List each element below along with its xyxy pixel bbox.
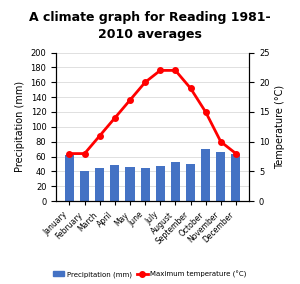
Bar [231, 154, 240, 201]
Text: A climate graph for Reading 1981-
2010 averages: A climate graph for Reading 1981- 2010 a… [29, 11, 271, 41]
Bar [141, 168, 150, 201]
Bar [65, 155, 74, 201]
Bar [201, 149, 210, 201]
Bar [80, 171, 89, 201]
Bar [186, 164, 195, 201]
Bar [95, 168, 104, 201]
Bar [110, 166, 119, 201]
Legend: Precipitation (mm), Maximum temperature (°C): Precipitation (mm), Maximum temperature … [51, 268, 249, 281]
Bar [156, 166, 165, 201]
Bar [216, 152, 225, 201]
Y-axis label: Precipitation (mm): Precipitation (mm) [15, 81, 25, 172]
Bar [125, 167, 134, 201]
Bar [171, 162, 180, 201]
Y-axis label: Temperature (°C): Temperature (°C) [275, 85, 285, 169]
